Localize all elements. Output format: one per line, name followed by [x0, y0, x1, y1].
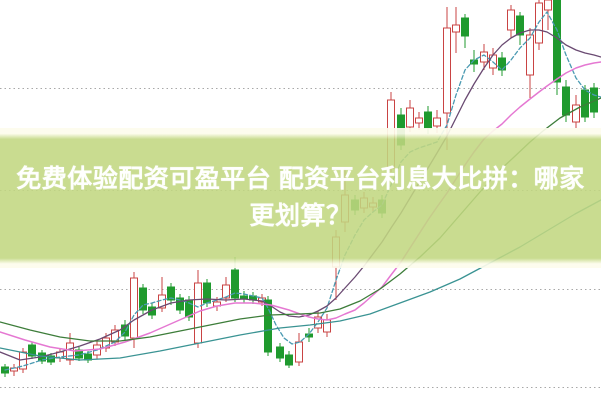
headline-line-1: 免费体验配资可盈平台 配资平台利息大比拼：哪家	[16, 165, 585, 193]
candle-up	[314, 316, 322, 329]
candle-down	[28, 344, 36, 357]
candle-down	[139, 287, 147, 311]
candle-up	[66, 342, 74, 361]
candle-down	[285, 354, 293, 366]
candle-down	[276, 346, 284, 359]
candle-down	[167, 286, 175, 301]
candle-up	[433, 117, 441, 127]
headline-banner: 免费体验配资可盈平台 配资平台利息大比拼：哪家 更划算？	[0, 128, 601, 268]
candle-down	[264, 299, 272, 353]
candle-down	[121, 324, 129, 337]
ma-fast-dashed	[4, 11, 601, 371]
candle-up	[572, 104, 580, 123]
candle-down	[231, 269, 239, 299]
candle-up	[295, 341, 303, 363]
ma-20-magenta	[0, 61, 601, 352]
candle-up	[415, 117, 423, 124]
candle-up	[544, 0, 552, 11]
candle-up	[406, 107, 414, 128]
candle-up	[222, 284, 230, 299]
candle-up	[480, 51, 488, 63]
candle-up	[130, 277, 138, 339]
candle-down	[516, 15, 524, 36]
candle-down	[461, 17, 469, 37]
candle-up	[452, 24, 460, 33]
candle-up	[507, 9, 515, 31]
candle-down	[553, 0, 561, 83]
candle-up	[443, 27, 451, 114]
candle-up	[526, 34, 534, 76]
candle-down	[148, 306, 156, 316]
candle-down	[562, 86, 570, 116]
headline-line-2: 更划算？	[249, 202, 352, 230]
candle-down	[176, 297, 184, 311]
candle-down	[203, 282, 211, 304]
candle-down	[424, 111, 432, 129]
